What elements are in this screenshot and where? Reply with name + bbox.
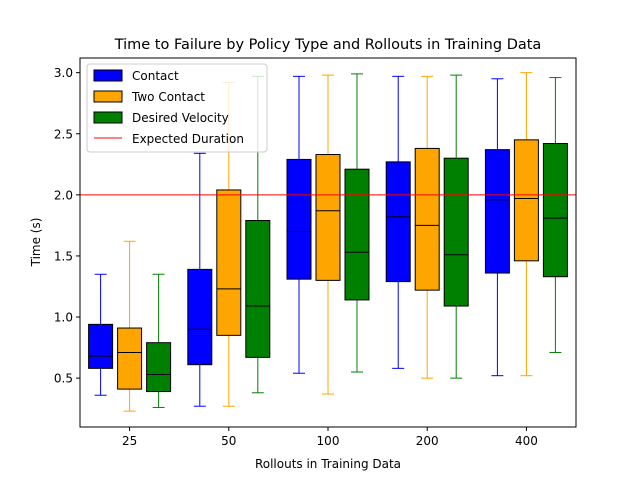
box-body	[414, 147, 440, 291]
box-2-2	[216, 81, 242, 407]
legend-box	[86, 63, 268, 153]
box-body	[443, 157, 469, 307]
y-axis: 0.5 1.0 1.5 2.0 2.5 3.0	[54, 66, 80, 386]
y-tick-label: 1.5	[54, 249, 73, 263]
x-axis: 25 50 100 200 400	[122, 427, 538, 448]
box-body	[513, 139, 539, 262]
x-tick-label: 100	[317, 434, 340, 448]
box-body	[245, 220, 271, 358]
box-1-5	[484, 78, 510, 377]
box-body	[385, 161, 411, 283]
legend-swatch	[93, 111, 123, 124]
box-2-5	[513, 72, 539, 377]
box-1-3	[286, 75, 312, 374]
box-body	[542, 143, 568, 278]
legend-label: Two Contact	[131, 90, 205, 104]
box-3-3	[344, 73, 370, 373]
plot-marks	[80, 72, 576, 412]
y-tick-label: 2.0	[54, 188, 73, 202]
box-1-1	[88, 273, 114, 396]
box-2-3	[315, 74, 341, 395]
x-tick-label: 200	[416, 434, 439, 448]
x-axis-label: Rollouts in Training Data	[255, 457, 401, 471]
box-3-1	[146, 273, 172, 408]
box-body	[315, 154, 341, 281]
legend-label: Contact	[132, 69, 179, 83]
legend-swatch	[93, 69, 123, 82]
box-3-4	[443, 74, 469, 379]
box-body	[344, 168, 370, 301]
y-tick-label: 1.0	[54, 311, 73, 325]
box-2-1	[117, 240, 143, 412]
box-body	[88, 323, 114, 369]
legend-label: Expected Duration	[132, 132, 244, 146]
x-tick-label: 25	[122, 434, 137, 448]
box-body	[216, 189, 242, 336]
legend-label: Desired Velocity	[132, 111, 229, 125]
box-body	[187, 268, 213, 366]
box-body	[117, 327, 143, 390]
y-tick-label: 3.0	[54, 66, 73, 80]
box-1-2	[187, 152, 213, 407]
box-1-4	[385, 75, 411, 369]
y-tick-label: 0.5	[54, 372, 73, 386]
box-2-4	[414, 75, 440, 379]
chart-title: Time to Failure by Policy Type and Rollo…	[114, 37, 542, 53]
y-tick-label: 2.5	[54, 127, 73, 141]
legend-swatch	[93, 90, 123, 103]
legend: Contact Two Contact Desired Velocity Expect…	[86, 63, 268, 153]
box-body	[484, 149, 510, 274]
box-body	[286, 158, 312, 280]
y-axis-label: Time (s)	[29, 218, 43, 268]
box-body	[146, 342, 172, 393]
x-tick-label: 50	[221, 434, 236, 448]
x-tick-label: 400	[515, 434, 538, 448]
box-3-5	[542, 77, 568, 353]
